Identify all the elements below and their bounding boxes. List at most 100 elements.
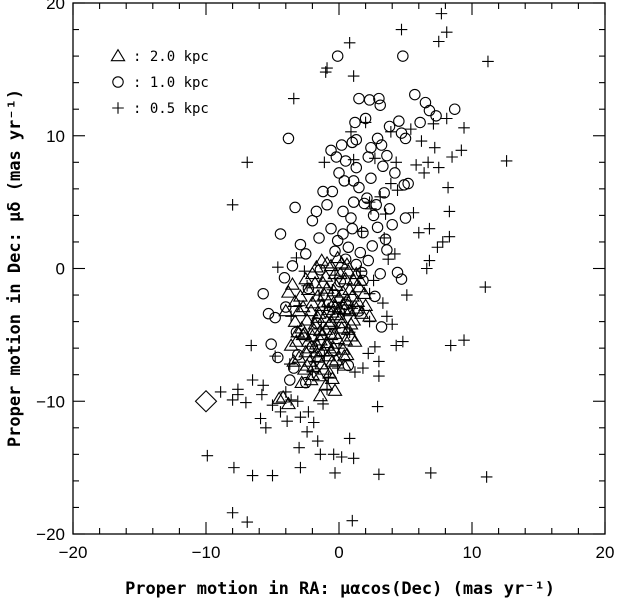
triangle-point	[283, 338, 299, 351]
plus-point	[329, 269, 341, 281]
circle-point	[409, 88, 421, 101]
plus-point	[410, 159, 422, 171]
plus-point	[413, 226, 425, 239]
circle-point	[353, 305, 365, 317]
triangle-point	[288, 334, 305, 347]
circle-point	[330, 151, 343, 163]
circle-point	[306, 214, 319, 227]
circle-point	[342, 241, 355, 254]
triangle-point	[278, 303, 294, 317]
plus-point	[283, 358, 296, 370]
triangle-point	[340, 263, 356, 277]
circle-point	[326, 185, 339, 198]
circle-point	[314, 264, 327, 276]
plus-point	[397, 335, 409, 348]
circle-point	[377, 160, 389, 173]
circle-point	[353, 92, 365, 105]
circle-point	[393, 115, 405, 127]
triangle-point	[286, 354, 302, 367]
circle-point	[353, 181, 365, 194]
circle-point	[354, 246, 367, 259]
plus-point	[318, 301, 331, 313]
circle-point	[381, 244, 393, 256]
plus-point	[232, 388, 244, 401]
circle-point	[329, 245, 341, 257]
circle-point	[294, 238, 307, 251]
plus-point	[280, 386, 292, 398]
circle-point	[347, 196, 360, 208]
triangle-point	[299, 312, 315, 326]
x-tick-label: 0	[334, 543, 343, 562]
circle-point	[299, 248, 312, 260]
plus-point	[257, 379, 269, 392]
x-tick-label: −10	[192, 543, 221, 562]
triangle-point	[334, 315, 350, 329]
plus-point	[385, 177, 397, 190]
circle-point	[378, 187, 390, 199]
y-tick-label: 10	[46, 127, 65, 146]
x-tick-label: 10	[463, 543, 482, 562]
y-tick-label: 20	[46, 0, 65, 13]
circle-point	[361, 192, 373, 204]
plus-point	[385, 125, 397, 138]
axis-ticks	[72, 2, 606, 535]
plus-point	[331, 362, 344, 374]
plus-point	[444, 339, 457, 352]
plus-point	[390, 156, 402, 169]
plus-point	[318, 350, 331, 362]
circle-point	[374, 99, 386, 111]
legend-plus-marker	[112, 102, 124, 114]
triangle-point	[306, 359, 322, 373]
triangle-point	[323, 327, 339, 341]
circle-point	[325, 222, 337, 235]
circle-point	[331, 50, 344, 62]
plus-point	[420, 262, 433, 275]
circle-point	[345, 212, 357, 224]
plus-point	[349, 366, 361, 378]
plus-point	[378, 232, 391, 244]
triangle-point	[280, 396, 297, 410]
triangle-point	[348, 266, 364, 280]
circle-point	[334, 276, 347, 288]
circle-point	[278, 272, 291, 284]
triangle-point	[302, 340, 318, 354]
plus-point	[391, 184, 404, 196]
plus-point	[346, 514, 359, 527]
plus-point	[431, 241, 444, 254]
circle-point	[337, 228, 349, 240]
circle-point	[282, 132, 295, 145]
circle-point	[423, 104, 436, 117]
circle-point	[355, 266, 368, 279]
triangle-point	[300, 282, 316, 296]
circle-point	[365, 172, 377, 184]
circle-point	[419, 96, 432, 109]
plus-point	[314, 448, 327, 461]
circle-point	[331, 234, 344, 247]
triangle-point	[356, 286, 372, 299]
circle-point	[371, 221, 384, 234]
y-tick-label: 0	[56, 260, 65, 279]
triangle-point	[312, 388, 328, 402]
triangle-point	[323, 343, 339, 357]
plus-point	[245, 339, 258, 352]
triangle-point	[312, 323, 328, 337]
plus-point	[301, 425, 313, 438]
plus-point	[446, 151, 458, 163]
plus-point	[458, 334, 470, 346]
circle-point	[350, 133, 363, 146]
plus-point	[326, 283, 339, 296]
triangle-point	[327, 326, 343, 339]
circle-point	[375, 139, 388, 151]
plus-point	[272, 261, 284, 273]
triangle-point	[304, 367, 320, 380]
circle-point	[373, 92, 385, 105]
plus-point	[359, 116, 372, 129]
y-tick-label: −20	[36, 525, 65, 544]
plus-point	[422, 156, 434, 169]
plus-point	[405, 123, 417, 135]
circle-point	[347, 175, 360, 187]
circle-point	[272, 351, 284, 364]
legend-triangle-marker	[110, 48, 126, 62]
plus-point	[287, 92, 300, 105]
circle-point	[350, 258, 363, 271]
